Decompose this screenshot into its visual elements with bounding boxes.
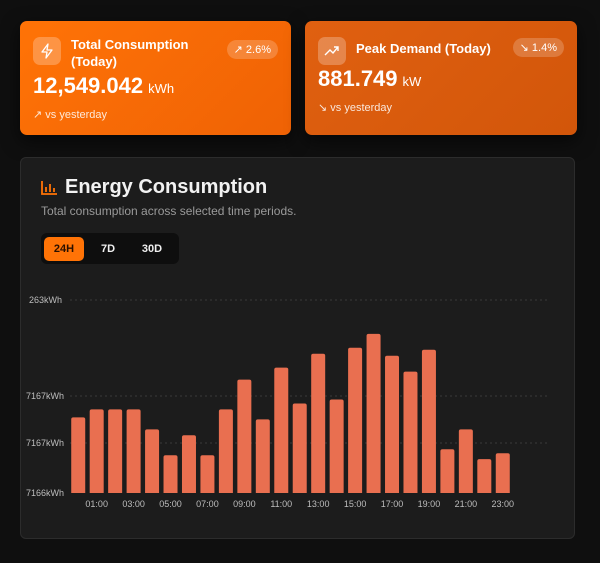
x-tick-label: 13:00 — [307, 499, 330, 509]
change-badge: ↘ 1.4% — [512, 38, 564, 57]
bar-chart-icon — [41, 181, 57, 195]
card-title: Peak Demand (Today) — [356, 41, 491, 56]
bar-00:00 — [71, 417, 86, 493]
card-title: Total Consumption (Today) — [71, 37, 189, 69]
bar-04:00 — [145, 429, 160, 493]
bar-01:00 — [89, 409, 104, 493]
bar-02:00 — [108, 409, 123, 493]
arrow-down-right-icon: ↘ — [318, 102, 328, 114]
bar-14:00 — [329, 399, 344, 493]
bar-22:00 — [477, 459, 492, 493]
trend-up-icon: ↗ — [233, 44, 246, 56]
y-tick-label: 263kWh — [29, 295, 62, 305]
x-tick-label: 05:00 — [159, 499, 182, 509]
bar-03:00 — [126, 409, 141, 493]
bar-23:00 — [495, 453, 510, 493]
x-tick-label: 03:00 — [122, 499, 145, 509]
trend-up-icon — [318, 37, 346, 65]
tab-7d[interactable]: 7D — [100, 242, 116, 255]
bar-12:00 — [292, 403, 307, 493]
x-tick-label: 11:00 — [270, 499, 292, 509]
trend-down-icon: ↘ — [519, 42, 532, 54]
lightning-icon — [33, 37, 61, 65]
comparison-label: vs yesterday — [330, 102, 393, 114]
bar-13:00 — [311, 353, 326, 493]
panel-subtitle: Total consumption across selected time p… — [41, 204, 297, 218]
value-unit: kWh — [148, 81, 175, 96]
x-tick-label: 09:00 — [233, 499, 256, 509]
y-tick-label: 7166kWh — [26, 488, 64, 498]
card-value: 12,549.042 kWh — [33, 73, 174, 99]
x-tick-label: 07:00 — [196, 499, 219, 509]
tab-30d[interactable]: 30D — [141, 242, 163, 255]
total-consumption-card: Total Consumption (Today) ↗ 2.6% 12,549.… — [20, 21, 291, 135]
y-tick-label: 7167kWh — [26, 391, 64, 401]
comparison-label: vs yesterday — [45, 109, 108, 121]
value-number: 12,549.042 — [33, 73, 144, 98]
change-badge: ↗ 2.6% — [226, 40, 278, 59]
bar-20:00 — [440, 449, 455, 493]
bar-16:00 — [366, 333, 381, 493]
bar-15:00 — [348, 347, 363, 493]
panel-title: Energy Consumption — [65, 176, 268, 198]
bar-21:00 — [458, 429, 473, 493]
card-value: 881.749 kW — [318, 66, 421, 92]
bar-07:00 — [200, 455, 215, 493]
peak-demand-card: Peak Demand (Today) ↘ 1.4% 881.749 kW ↘ v… — [305, 21, 577, 135]
time-range-selector: 24H 7D 30D — [41, 233, 179, 264]
x-tick-label: 17:00 — [381, 499, 404, 509]
bar-19:00 — [421, 349, 436, 493]
bar-09:00 — [237, 379, 252, 493]
bar-18:00 — [403, 371, 418, 493]
x-tick-label: 23:00 — [492, 499, 515, 509]
bar-05:00 — [163, 455, 178, 493]
bar-17:00 — [385, 355, 400, 493]
value-number: 881.749 — [318, 66, 398, 91]
bar-06:00 — [181, 435, 196, 493]
badge-value: 1.4% — [531, 42, 557, 54]
x-tick-label: 01:00 — [85, 499, 108, 509]
x-tick-label: 19:00 — [418, 499, 441, 509]
x-tick-label: 21:00 — [455, 499, 478, 509]
x-tick-label: 15:00 — [344, 499, 367, 509]
comparison-text: ↘ vs yesterday — [318, 101, 392, 114]
badge-value: 2.6% — [245, 44, 271, 56]
comparison-text: ↗ vs yesterday — [33, 108, 107, 121]
y-tick-label: 7167kWh — [26, 438, 64, 448]
bar-11:00 — [274, 367, 289, 493]
value-unit: kW — [402, 74, 422, 89]
arrow-up-right-icon: ↗ — [33, 109, 43, 121]
tab-24h[interactable]: 24H — [44, 236, 84, 261]
bar-10:00 — [255, 419, 270, 493]
bar-08:00 — [218, 409, 233, 493]
